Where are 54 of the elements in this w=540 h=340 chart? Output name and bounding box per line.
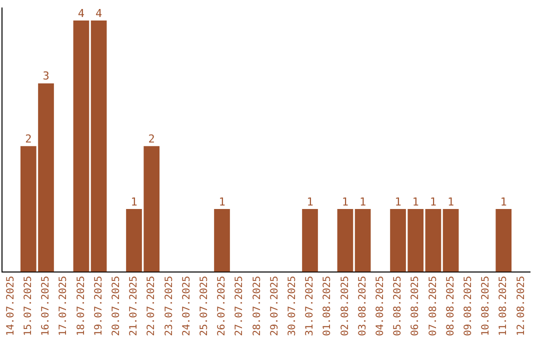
- x-tick-label: 24.07.2025: [181, 276, 192, 336]
- data-label: 4: [95, 6, 102, 20]
- x-tick-label: 09.08.2025: [462, 276, 474, 336]
- x-tick-label: 05.08.2025: [392, 276, 404, 336]
- bar: [90, 20, 107, 272]
- bar: [354, 208, 371, 272]
- x-tick-label: 20.07.2025: [110, 276, 122, 336]
- data-label: 1: [394, 195, 402, 208]
- x-tick-label: 10.08.2025: [480, 276, 492, 336]
- x-tick-label: 07.08.2025: [428, 276, 439, 336]
- data-label: 1: [306, 195, 314, 208]
- x-tick-label: 03.08.2025: [357, 276, 368, 336]
- x-tick-label: 29.07.2025: [269, 276, 280, 336]
- x-tick-label: 27.07.2025: [234, 276, 246, 336]
- bar: [425, 208, 442, 272]
- data-label: 1: [342, 195, 349, 208]
- x-tick-label: 25.07.2025: [198, 276, 210, 336]
- data-label: 1: [447, 195, 454, 208]
- data-label: 1: [412, 195, 419, 208]
- x-tick-label: 11.08.2025: [498, 276, 510, 336]
- bar: [337, 208, 354, 272]
- data-label: 1: [130, 195, 138, 208]
- data-label: 2: [148, 132, 155, 146]
- x-tick-label: 08.08.2025: [445, 276, 456, 336]
- x-tick-label: 26.07.2025: [216, 276, 228, 336]
- x-tick-label: 14.07.2025: [5, 276, 16, 336]
- x-tick-label: 01.08.2025: [322, 276, 334, 336]
- x-tick-label: 19.07.2025: [93, 276, 104, 336]
- data-label: 1: [430, 195, 437, 208]
- x-tick-label: 23.07.2025: [164, 276, 175, 336]
- x-tick-label: 15.07.2025: [22, 276, 34, 336]
- x-tick-label: 02.08.2025: [340, 276, 351, 336]
- data-label: 1: [500, 195, 507, 208]
- x-tick-label: 18.07.2025: [76, 276, 87, 336]
- bar: [442, 208, 459, 272]
- x-tick-label: 31.07.2025: [304, 276, 316, 336]
- x-tick-label: 04.08.2025: [374, 276, 386, 336]
- x-tick-label: 06.08.2025: [410, 276, 422, 336]
- bar: [302, 208, 318, 272]
- data-label: 4: [78, 6, 85, 20]
- x-tick-label: 17.07.2025: [58, 276, 70, 336]
- x-tick-label: 21.07.2025: [128, 276, 140, 336]
- bar: [73, 20, 90, 272]
- data-label: 1: [359, 195, 366, 208]
- x-tick-label: 16.07.2025: [40, 276, 52, 336]
- bar: [214, 208, 230, 272]
- data-label: 1: [218, 195, 226, 208]
- data-label: 2: [25, 132, 32, 146]
- data-label: 3: [42, 70, 50, 83]
- x-tick-label: 28.07.2025: [252, 276, 263, 336]
- x-tick-label: 30.07.2025: [286, 276, 298, 336]
- x-tick-label: 12.08.2025: [516, 276, 527, 336]
- bar: [496, 208, 512, 272]
- x-tick-label: 22.07.2025: [146, 276, 158, 336]
